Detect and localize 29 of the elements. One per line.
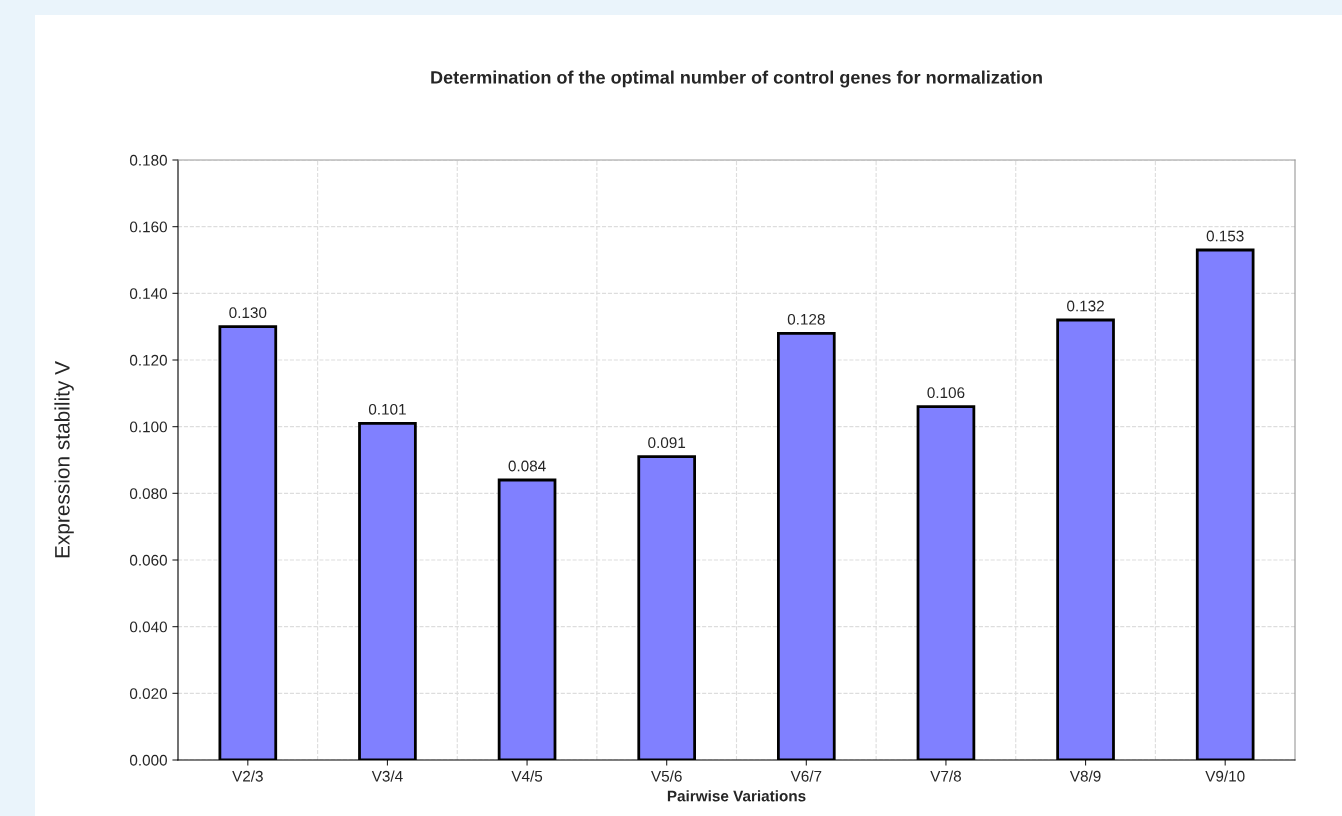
chart-title: Determination of the optimal number of control genes for normalization <box>431 70 1042 88</box>
data-label: 0.084 <box>508 460 546 472</box>
x-tick-label: V7/8 <box>930 770 961 782</box>
data-label: 0.101 <box>368 403 406 415</box>
y-tick-label: 0.120 <box>129 354 167 366</box>
y-tick-label: 0.160 <box>129 221 167 233</box>
y-tick-label: 0.180 <box>129 154 167 166</box>
x-tick-label: V3/4 <box>371 770 403 782</box>
data-label: 0.132 <box>1067 300 1104 312</box>
y-axis-title: Expression stability V <box>54 361 74 558</box>
y-tick-label: 0.040 <box>129 621 167 633</box>
x-tick-label: V9/10 <box>1205 770 1245 782</box>
x-tick-label: V2/3 <box>232 770 263 782</box>
data-label: 0.153 <box>1206 230 1244 242</box>
data-label: 0.091 <box>648 437 686 449</box>
x-tick-label: V5/6 <box>651 770 682 782</box>
data-label: 0.106 <box>927 387 965 399</box>
y-tick-label: 0.000 <box>129 754 167 766</box>
x-tick-label: V4/5 <box>511 770 543 782</box>
y-tick-label: 0.100 <box>129 421 167 433</box>
x-axis-title: Pairwise Variations <box>667 790 806 802</box>
x-tick-label: V8/9 <box>1069 770 1101 782</box>
y-tick-label: 0.080 <box>129 488 167 500</box>
data-label: 0.128 <box>787 313 825 325</box>
y-tick-label: 0.060 <box>129 554 167 566</box>
data-label: 0.130 <box>229 307 267 319</box>
x-tick-label: V6/7 <box>790 770 822 782</box>
y-tick-label: 0.140 <box>129 288 167 300</box>
y-tick-label: 0.020 <box>129 688 167 700</box>
